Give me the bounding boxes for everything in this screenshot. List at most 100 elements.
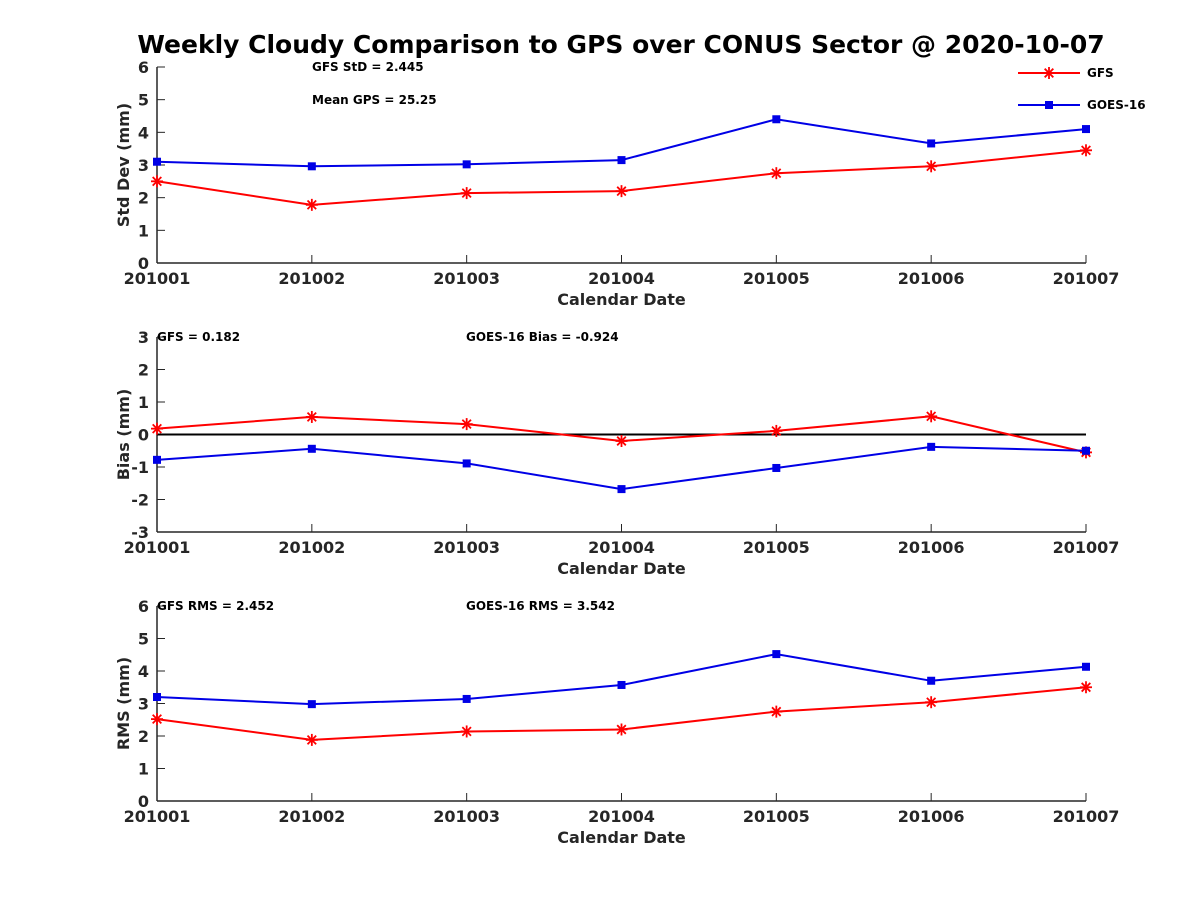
panel-3: 0 1 2 3 4 5 6 201001 201002 201003 201004 201005 201… (114, 597, 1119, 847)
panel-2: -3 -2 -1 0 1 2 3 201001 201002 201003 201004 201005… (114, 328, 1119, 578)
y-tick-label: 6 (138, 597, 149, 616)
y-tick-label: -1 (131, 458, 149, 477)
y-tick-label: 2 (138, 361, 149, 380)
x-tick-label: 201001 (124, 807, 191, 826)
x-tick-label: 201001 (124, 538, 191, 557)
legend-marker (1043, 67, 1055, 79)
data-point-gfs (615, 185, 628, 198)
y-tick-label: 5 (138, 630, 149, 649)
data-point-goes16 (307, 444, 316, 453)
y-tick-label: 1 (138, 221, 149, 240)
x-tick-label: 201006 (898, 807, 965, 826)
data-point-gfs (925, 696, 938, 709)
data-point-goes16 (927, 442, 936, 451)
y-axis-label: Std Dev (mm) (114, 103, 133, 227)
data-point-gfs (1080, 681, 1092, 694)
annotation: GFS = 0.182 (157, 330, 240, 344)
data-point-goes16 (927, 676, 936, 685)
legend-label-gfs: GFS (1087, 66, 1114, 80)
y-tick-label: 1 (138, 760, 149, 779)
y-tick-label: 4 (138, 662, 149, 681)
data-point-goes16 (927, 139, 936, 148)
x-axis-label: Calendar Date (557, 559, 686, 578)
y-tick-label: 2 (138, 727, 149, 746)
data-point-goes16 (772, 650, 781, 659)
data-point-goes16 (462, 694, 471, 703)
x-tick-label: 201005 (743, 807, 810, 826)
data-point-gfs (615, 435, 628, 447)
y-tick-label: 0 (138, 792, 149, 811)
data-point-gfs (925, 160, 938, 173)
data-point-goes16 (617, 680, 626, 689)
x-tick-label: 201005 (743, 269, 810, 288)
data-point-gfs (305, 733, 318, 746)
y-axis-label: Bias (mm) (114, 389, 133, 481)
data-point-goes16 (772, 115, 781, 124)
annotation: GFS RMS = 2.452 (157, 599, 274, 613)
data-point-goes16 (617, 156, 626, 165)
x-tick-label: 201007 (1053, 269, 1120, 288)
data-point-gfs (460, 725, 473, 738)
x-tick-label: 201003 (433, 807, 500, 826)
data-point-goes16 (1082, 446, 1090, 455)
series-goes16 (153, 115, 1090, 171)
data-point-goes16 (307, 162, 316, 171)
y-tick-label: -3 (131, 523, 149, 542)
x-tick-label: 201005 (743, 538, 810, 557)
y-tick-label: 4 (138, 123, 149, 142)
legend-marker (1045, 101, 1053, 109)
data-point-goes16 (462, 160, 471, 169)
y-tick-label: 0 (138, 426, 149, 445)
y-tick-label: 1 (138, 393, 149, 412)
data-point-goes16 (153, 157, 161, 166)
x-tick-label: 201002 (278, 538, 345, 557)
data-point-gfs (305, 198, 318, 211)
x-tick-label: 201004 (588, 269, 655, 288)
series-goes16 (153, 650, 1090, 709)
x-tick-label: 201007 (1053, 538, 1120, 557)
data-point-goes16 (153, 455, 161, 464)
data-point-gfs (770, 167, 783, 180)
series-line-goes16 (156, 653, 1087, 706)
x-tick-label: 201003 (433, 269, 500, 288)
x-tick-label: 201006 (898, 538, 965, 557)
legend-marker-gfs (1043, 67, 1055, 79)
data-point-gfs (615, 723, 628, 736)
y-tick-label: 6 (138, 58, 149, 77)
data-point-gfs (770, 424, 783, 437)
x-tick-label: 201004 (588, 807, 655, 826)
x-axis-label: Calendar Date (557, 828, 686, 847)
y-tick-label: 5 (138, 91, 149, 110)
data-point-goes16 (462, 459, 471, 468)
legend-marker-goes16 (1045, 101, 1053, 109)
data-point-goes16 (1082, 662, 1090, 671)
data-point-gfs (151, 713, 163, 726)
data-point-gfs (770, 705, 783, 718)
series-line-goes16 (156, 445, 1087, 491)
data-point-gfs (151, 175, 163, 188)
panel-1: 0 1 2 3 4 5 6 201001 201002 201003 201004 201005 201… (114, 58, 1119, 309)
chart-title: Weekly Cloudy Comparison to GPS over CON… (137, 30, 1105, 59)
annotation: Mean GPS = 25.25 (312, 93, 437, 107)
y-tick-label: 3 (138, 328, 149, 347)
y-tick-label: 3 (138, 156, 149, 175)
data-point-goes16 (153, 693, 161, 701)
x-tick-label: 201006 (898, 269, 965, 288)
x-tick-label: 201002 (278, 807, 345, 826)
y-axis-label: RMS (mm) (114, 657, 133, 750)
annotation: GOES-16 RMS = 3.542 (466, 599, 615, 613)
data-point-goes16 (772, 463, 781, 472)
x-axis-label: Calendar Date (557, 290, 686, 309)
x-tick-label: 201003 (433, 538, 500, 557)
data-point-gfs (925, 410, 938, 423)
data-point-gfs (1080, 144, 1092, 157)
data-point-goes16 (617, 485, 626, 494)
series-gfs (151, 681, 1092, 746)
data-point-gfs (460, 187, 473, 200)
data-point-goes16 (307, 700, 316, 709)
legend-label-goes16: GOES-16 (1087, 98, 1146, 112)
x-tick-label: 201001 (124, 269, 191, 288)
x-tick-label: 201007 (1053, 807, 1120, 826)
annotation: GOES-16 Bias = -0.924 (466, 330, 619, 344)
